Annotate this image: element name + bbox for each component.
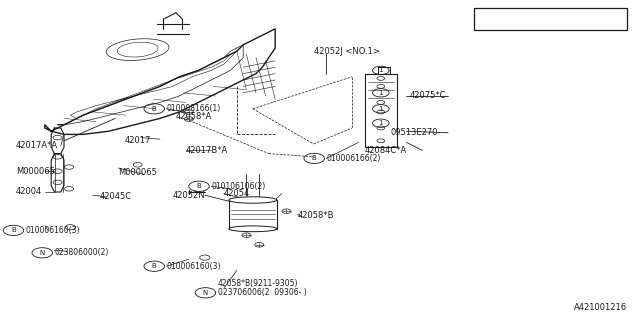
Text: 023806000(2): 023806000(2)	[54, 248, 109, 257]
Text: A421001216: A421001216	[574, 303, 627, 312]
Text: 010006160(3): 010006160(3)	[166, 262, 221, 271]
Text: 010006166(2): 010006166(2)	[326, 154, 381, 163]
Text: M000065: M000065	[118, 168, 157, 177]
Ellipse shape	[229, 226, 277, 232]
Text: 1: 1	[378, 120, 383, 126]
Text: 1: 1	[378, 106, 383, 112]
Text: N: N	[203, 290, 208, 296]
Text: 42052J <NO.1>: 42052J <NO.1>	[314, 47, 380, 56]
Text: B: B	[11, 228, 16, 233]
Text: 42075*C: 42075*C	[410, 92, 446, 100]
Text: 09513E270: 09513E270	[390, 128, 438, 137]
Text: 42045C: 42045C	[99, 192, 131, 201]
Text: B: B	[152, 263, 157, 269]
Text: B: B	[152, 106, 157, 112]
FancyBboxPatch shape	[474, 8, 627, 30]
Bar	[229, 200, 277, 229]
Text: 42017B*A: 42017B*A	[186, 146, 228, 155]
Text: 42017A*A: 42017A*A	[16, 141, 58, 150]
Text: 42054: 42054	[224, 189, 250, 198]
Text: 023706006(2  09306- ): 023706006(2 09306- )	[218, 288, 307, 297]
Text: 42084C*A: 42084C*A	[365, 146, 407, 155]
Text: 092310504(4): 092310504(4)	[521, 15, 580, 24]
Text: 1: 1	[484, 15, 490, 24]
Text: 42017: 42017	[125, 136, 151, 145]
Text: 42058*B(9211-9305): 42058*B(9211-9305)	[218, 279, 298, 288]
Ellipse shape	[229, 197, 277, 203]
Text: 42004: 42004	[16, 188, 42, 196]
Text: B: B	[196, 183, 202, 189]
Text: 42052N: 42052N	[173, 191, 205, 200]
Text: 010006160(3): 010006160(3)	[26, 226, 80, 235]
Text: 010106106(2): 010106106(2)	[211, 182, 266, 191]
Text: 42058*B: 42058*B	[298, 212, 334, 220]
Text: M000065: M000065	[16, 167, 55, 176]
Text: 1: 1	[378, 90, 383, 96]
Text: 42058*A: 42058*A	[176, 112, 212, 121]
Text: 1: 1	[378, 68, 383, 73]
Text: 010008166(1): 010008166(1)	[166, 104, 221, 113]
Text: B: B	[312, 156, 317, 161]
Text: N: N	[40, 250, 45, 256]
